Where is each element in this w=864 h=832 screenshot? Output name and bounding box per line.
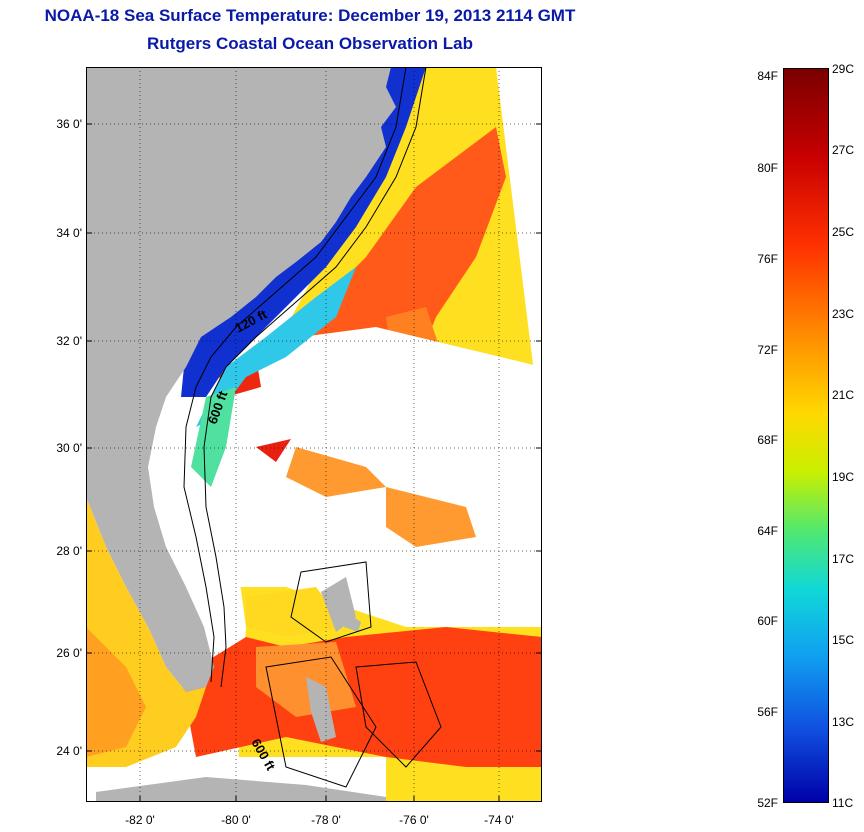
warm-patch	[286, 447, 386, 497]
bathymetry-contour-bahamas	[265, 656, 377, 788]
colorbar-label-15c: 15C	[832, 633, 855, 647]
bathymetry-contour-120ft	[183, 67, 407, 683]
gulf-of-mexico-water	[86, 627, 146, 757]
lat-label-32: 32 0'	[56, 334, 82, 348]
sst-map: 120 ft 600 ft 600 ft	[86, 67, 542, 802]
colorbar-label-60f: 60F	[757, 614, 778, 628]
bathymetry-contour-600ft	[203, 67, 427, 688]
land-southeast-us	[86, 67, 396, 692]
lat-label-36: 36 0'	[56, 117, 82, 131]
colorbar-label-19c: 19C	[832, 470, 855, 484]
bathymetry-contour-bahamas	[355, 661, 442, 768]
map-grid	[86, 67, 542, 802]
map-frame	[86, 67, 542, 802]
colorbar-label-21c: 21C	[832, 388, 855, 402]
colorbar-label-72f: 72F	[757, 343, 778, 357]
temperature-colorbar	[783, 68, 829, 803]
colorbar-label-84f: 84F	[757, 69, 778, 83]
lat-label-30: 30 0'	[56, 441, 82, 455]
map-ticks	[86, 123, 542, 802]
lon-label-82: -82 0'	[125, 813, 155, 827]
warm-patch	[246, 587, 346, 637]
cloud-mask-area	[226, 327, 542, 627]
colorbar-label-13c: 13C	[832, 715, 855, 729]
warm-patch	[256, 439, 291, 462]
colorbar-label-11c: 11C	[832, 796, 854, 810]
southern-warm-water	[256, 642, 356, 717]
gulf-stream-band	[286, 127, 506, 377]
colorbar-label-27c: 27C	[832, 143, 855, 157]
colorbar-label-68f: 68F	[757, 433, 778, 447]
bahamas-land	[344, 612, 361, 632]
warm-patch	[386, 487, 476, 547]
lat-label-28: 28 0'	[56, 544, 82, 558]
colorbar-label-76f: 76F	[757, 252, 778, 266]
colorbar-label-23c: 23C	[832, 307, 855, 321]
lat-label-24: 24 0'	[56, 744, 82, 758]
lat-label-26: 26 0'	[56, 646, 82, 660]
cuba-land	[96, 777, 386, 802]
coastal-cool-water	[191, 387, 236, 487]
bathymetry-contour-bahamas	[290, 561, 372, 643]
title-line-1: NOAA-18 Sea Surface Temperature: Decembe…	[44, 6, 576, 25]
colorbar-label-80f: 80F	[757, 161, 778, 175]
lon-label-78: -78 0'	[311, 813, 341, 827]
colorbar-label-64f: 64F	[757, 524, 778, 538]
colorbar-label-29c: 29C	[832, 62, 855, 76]
colorbar-label-25c: 25C	[832, 225, 855, 239]
lon-label-80: -80 0'	[221, 813, 251, 827]
title-line-2: Rutgers Coastal Ocean Observation Lab	[147, 34, 473, 53]
lat-label-34: 34 0'	[56, 226, 82, 240]
colorbar-label-56f: 56F	[757, 705, 778, 719]
colorbar-label-52f: 52F	[757, 796, 778, 810]
lon-label-76: -76 0'	[399, 813, 429, 827]
lon-label-74: -74 0'	[484, 813, 514, 827]
bahamas-land	[306, 677, 336, 742]
colorbar-label-17c: 17C	[832, 552, 855, 566]
